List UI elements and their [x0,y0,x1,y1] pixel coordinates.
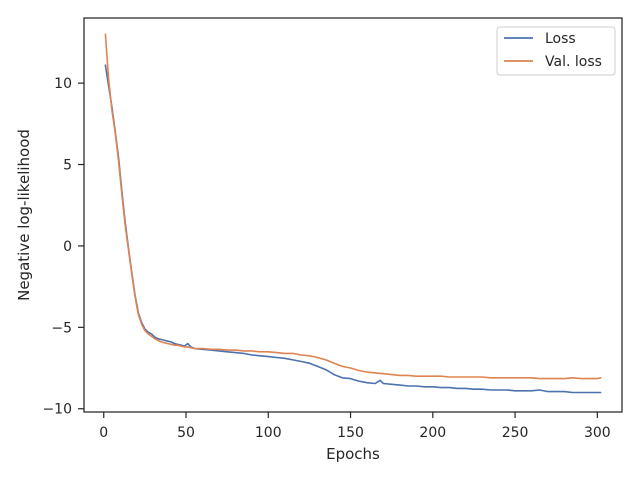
x-tick-label: 300 [584,425,611,441]
x-tick-label: 100 [255,425,282,441]
y-tick-label: −5 [51,320,72,336]
x-tick-label: 150 [337,425,364,441]
y-axis-label: Negative log-likelihood [15,129,33,301]
x-axis-label: Epochs [326,445,380,463]
series-line-loss [104,64,602,394]
y-tick-label: −10 [42,402,72,418]
x-axis: 0 50 100 150 200 250 300 [99,412,611,441]
legend: Loss Val. loss [496,26,616,76]
x-tick-label: 0 [99,425,108,441]
x-tick-label: 50 [177,425,195,441]
legend-label-val-loss: Val. loss [545,54,602,70]
y-tick-label: 5 [63,158,72,174]
y-axis: −10 −5 0 5 10 [42,76,84,418]
plot-area [104,33,602,394]
plot-frame [83,17,623,413]
y-tick-label: 10 [54,76,72,92]
x-tick-label: 250 [502,425,529,441]
x-tick-label: 200 [419,425,446,441]
legend-box [496,26,616,76]
y-tick-label: 0 [63,239,72,255]
series-line-val-loss [104,33,602,380]
legend-label-loss: Loss [545,31,576,47]
